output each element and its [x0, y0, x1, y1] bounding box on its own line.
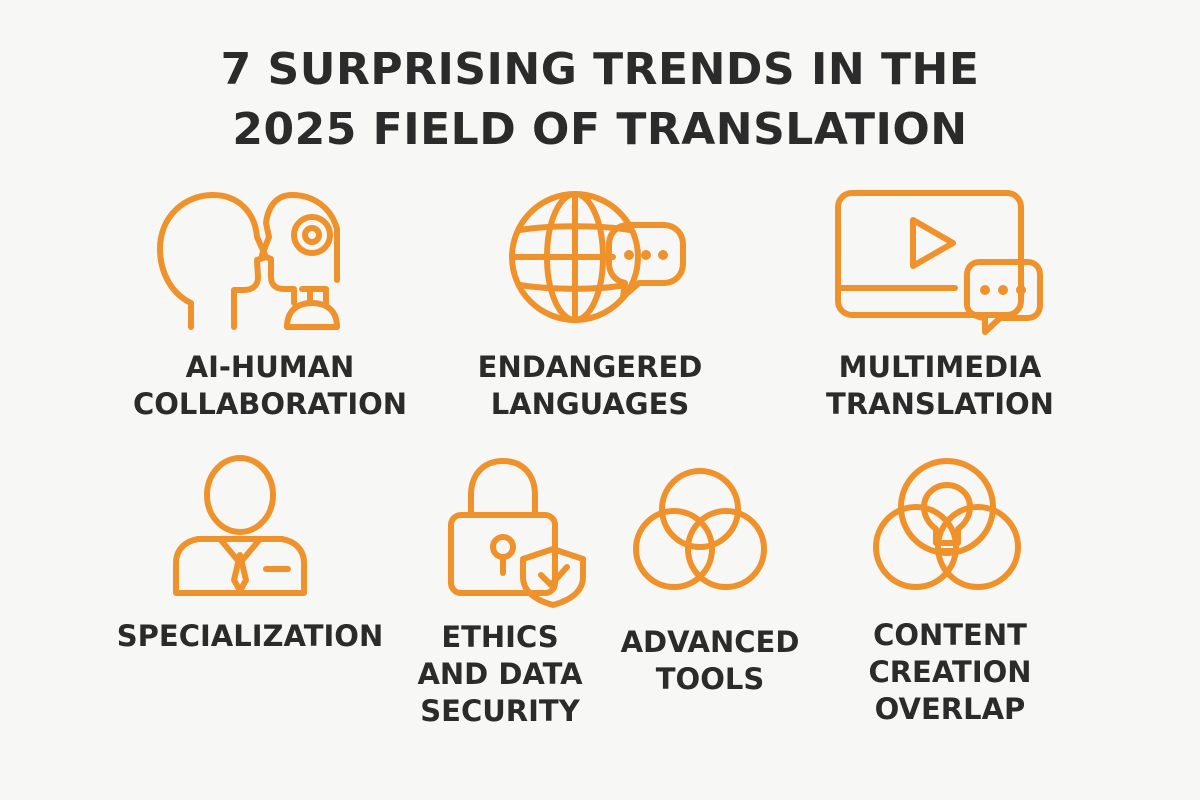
label-line: AI-HUMAN	[185, 350, 355, 384]
label-line: ADVANCED	[620, 625, 800, 659]
label-line: CREATION	[868, 655, 1032, 689]
label-line: AND DATA	[417, 657, 583, 691]
lightbulb-venn-icon	[873, 458, 1021, 590]
infographic-title: 7 SURPRISING TRENDS IN THE 2025 FIELD OF…	[0, 40, 1200, 160]
trend-label: ETHICS AND DATA SECURITY	[390, 619, 610, 730]
title-line-1: 7 SURPRISING TRENDS IN THE	[220, 44, 980, 95]
title-line-2: 2025 FIELD OF TRANSLATION	[232, 104, 968, 155]
label-line: ENDANGERED	[477, 350, 703, 384]
label-line: SECURITY	[420, 694, 580, 728]
globe-speech-bubble-icon	[509, 191, 686, 323]
label-line: SPECIALIZATION	[116, 619, 384, 653]
padlock-shield-icon	[448, 458, 586, 608]
venn-circles-icon	[633, 468, 767, 590]
label-line: TRANSLATION	[826, 387, 1054, 421]
video-player-chat-icon	[835, 190, 1043, 335]
human-robot-heads-icon	[157, 192, 340, 330]
label-line: ETHICS	[441, 620, 559, 654]
label-line: MULTIMEDIA	[838, 350, 1042, 384]
trend-label: ENDANGERED LANGUAGES	[440, 349, 740, 423]
trend-label: SPECIALIZATION	[100, 618, 400, 655]
label-line: TOOLS	[655, 662, 765, 696]
trend-label: CONTENT CREATION OVERLAP	[840, 617, 1060, 728]
label-line: CONTENT	[873, 618, 1027, 652]
professional-person-icon	[173, 455, 307, 596]
label-line: LANGUAGES	[490, 387, 690, 421]
label-line: OVERLAP	[874, 692, 1026, 726]
trend-label: AI-HUMAN COLLABORATION	[120, 349, 420, 423]
trend-label: MULTIMEDIA TRANSLATION	[790, 349, 1090, 423]
trend-label: ADVANCED TOOLS	[610, 624, 810, 698]
label-line: COLLABORATION	[132, 387, 408, 421]
